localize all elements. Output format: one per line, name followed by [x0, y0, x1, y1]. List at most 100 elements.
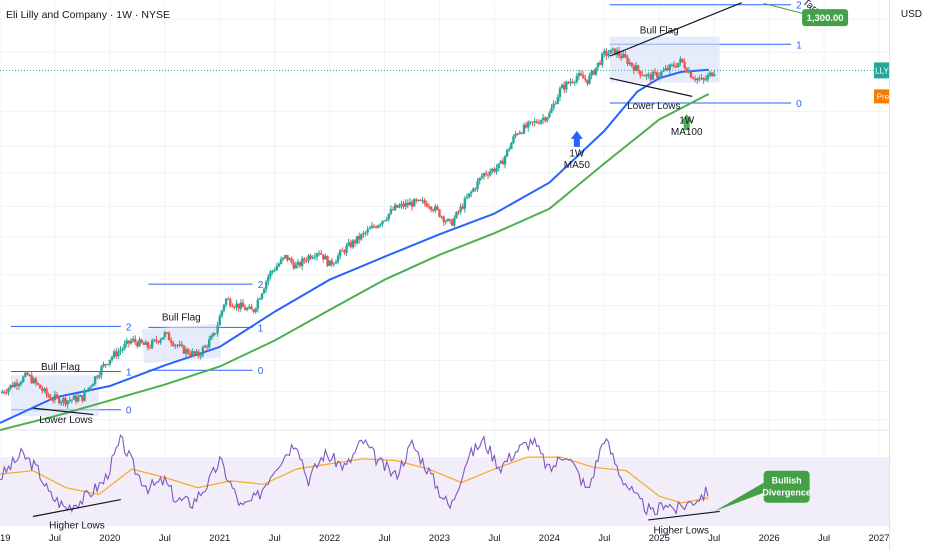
- candle-body: [552, 103, 555, 109]
- candle-body: [639, 70, 642, 76]
- rsi-higher-lows-trendline: [32, 498, 121, 518]
- time-tick-label: Jul: [269, 533, 281, 544]
- moving-averages: [0, 68, 890, 431]
- candle-body: [271, 270, 274, 272]
- candle-body: [649, 74, 653, 80]
- candle-body: [510, 142, 513, 149]
- candle-body: [231, 305, 234, 307]
- candle-body: [668, 64, 672, 71]
- candle-body: [607, 53, 610, 56]
- candle-body: [461, 206, 464, 209]
- candle-body: [296, 262, 300, 265]
- candle-body: [159, 339, 162, 343]
- candle-body: [594, 67, 598, 75]
- candle-body: [334, 261, 338, 264]
- candle-body: [55, 394, 59, 397]
- candle-body: [537, 122, 541, 124]
- target-badge: [802, 9, 849, 27]
- candle-body: [569, 81, 572, 84]
- candle-body: [710, 72, 714, 77]
- candle-body: [381, 220, 384, 225]
- candle-body: [632, 65, 636, 71]
- candle-body: [32, 378, 36, 384]
- fib-level-label: 0: [258, 366, 264, 377]
- candle-body: [112, 351, 116, 357]
- candle-body: [501, 160, 505, 165]
- divergence-badge: [763, 470, 810, 503]
- candle-body: [486, 174, 490, 176]
- candle-body: [49, 396, 52, 400]
- candle-body: [628, 62, 631, 64]
- candle-body: [70, 399, 74, 401]
- candle-body: [590, 70, 593, 76]
- candle-body: [163, 332, 167, 338]
- price-axis-panel[interactable]: USD: [889, 0, 932, 550]
- candle-body: [391, 209, 395, 211]
- candle-body: [508, 148, 511, 150]
- candle-body: [377, 225, 380, 228]
- time-tick-label: 2019: [0, 533, 11, 544]
- candle-body: [541, 117, 545, 121]
- candle-body: [429, 206, 433, 210]
- candle-body: [222, 304, 226, 311]
- candle-body: [182, 345, 186, 354]
- candle-body: [398, 205, 401, 208]
- candle-body: [480, 176, 483, 179]
- candle-body: [516, 133, 519, 135]
- candle-body: [241, 302, 245, 308]
- candle-body: [265, 281, 268, 289]
- candle-body: [482, 173, 486, 177]
- candle-body: [406, 202, 410, 206]
- candle-body: [598, 62, 602, 65]
- candle-body: [617, 50, 621, 56]
- candle-body: [220, 310, 224, 317]
- candle-body: [138, 339, 141, 347]
- currency-label[interactable]: USD: [900, 9, 922, 20]
- candle-body: [643, 75, 646, 77]
- candle-body: [651, 71, 655, 80]
- candle-body: [305, 260, 308, 262]
- candle-body: [62, 398, 65, 402]
- candle-body: [351, 240, 355, 248]
- candle-body: [43, 388, 46, 391]
- fib-level-label: 2: [126, 322, 132, 333]
- candle-body: [281, 257, 285, 260]
- candle-body: [292, 262, 295, 269]
- candle-body: [450, 220, 454, 226]
- ma100-caption: 1W: [679, 116, 695, 127]
- candle-body: [571, 81, 574, 83]
- candle-body: [366, 229, 369, 233]
- candle-body: [463, 198, 467, 209]
- candle-body: [360, 234, 363, 240]
- candle-body: [679, 58, 682, 63]
- rsi-ma-line: [0, 456, 709, 504]
- candle-body: [634, 65, 638, 71]
- candle-body: [584, 78, 587, 80]
- candle-body: [674, 66, 678, 68]
- candle-body: [207, 339, 211, 348]
- candle-body: [38, 384, 42, 389]
- candle-body: [104, 364, 107, 366]
- candle-body: [660, 71, 663, 76]
- candle-body: [442, 216, 445, 222]
- candle-body: [588, 75, 591, 84]
- candle-body: [167, 332, 171, 341]
- candle-body: [560, 84, 564, 89]
- candle-body: [535, 121, 538, 123]
- trendlines: [32, 2, 803, 521]
- candle-body: [558, 88, 562, 98]
- candle-body: [493, 168, 496, 172]
- candle-body: [677, 62, 680, 68]
- candle-body: [364, 232, 367, 234]
- ma50-caption: MA50: [564, 160, 591, 171]
- candle-body: [472, 188, 475, 192]
- candle-body: [81, 395, 84, 401]
- bull-flag-label: Bull Flag: [162, 313, 201, 324]
- ma50-arrow-icon: [570, 130, 583, 147]
- candle-body: [503, 156, 507, 165]
- candle-body: [195, 351, 198, 354]
- candle-body: [573, 81, 576, 83]
- candle-body: [254, 308, 257, 312]
- time-tick-label: 2026: [759, 533, 780, 544]
